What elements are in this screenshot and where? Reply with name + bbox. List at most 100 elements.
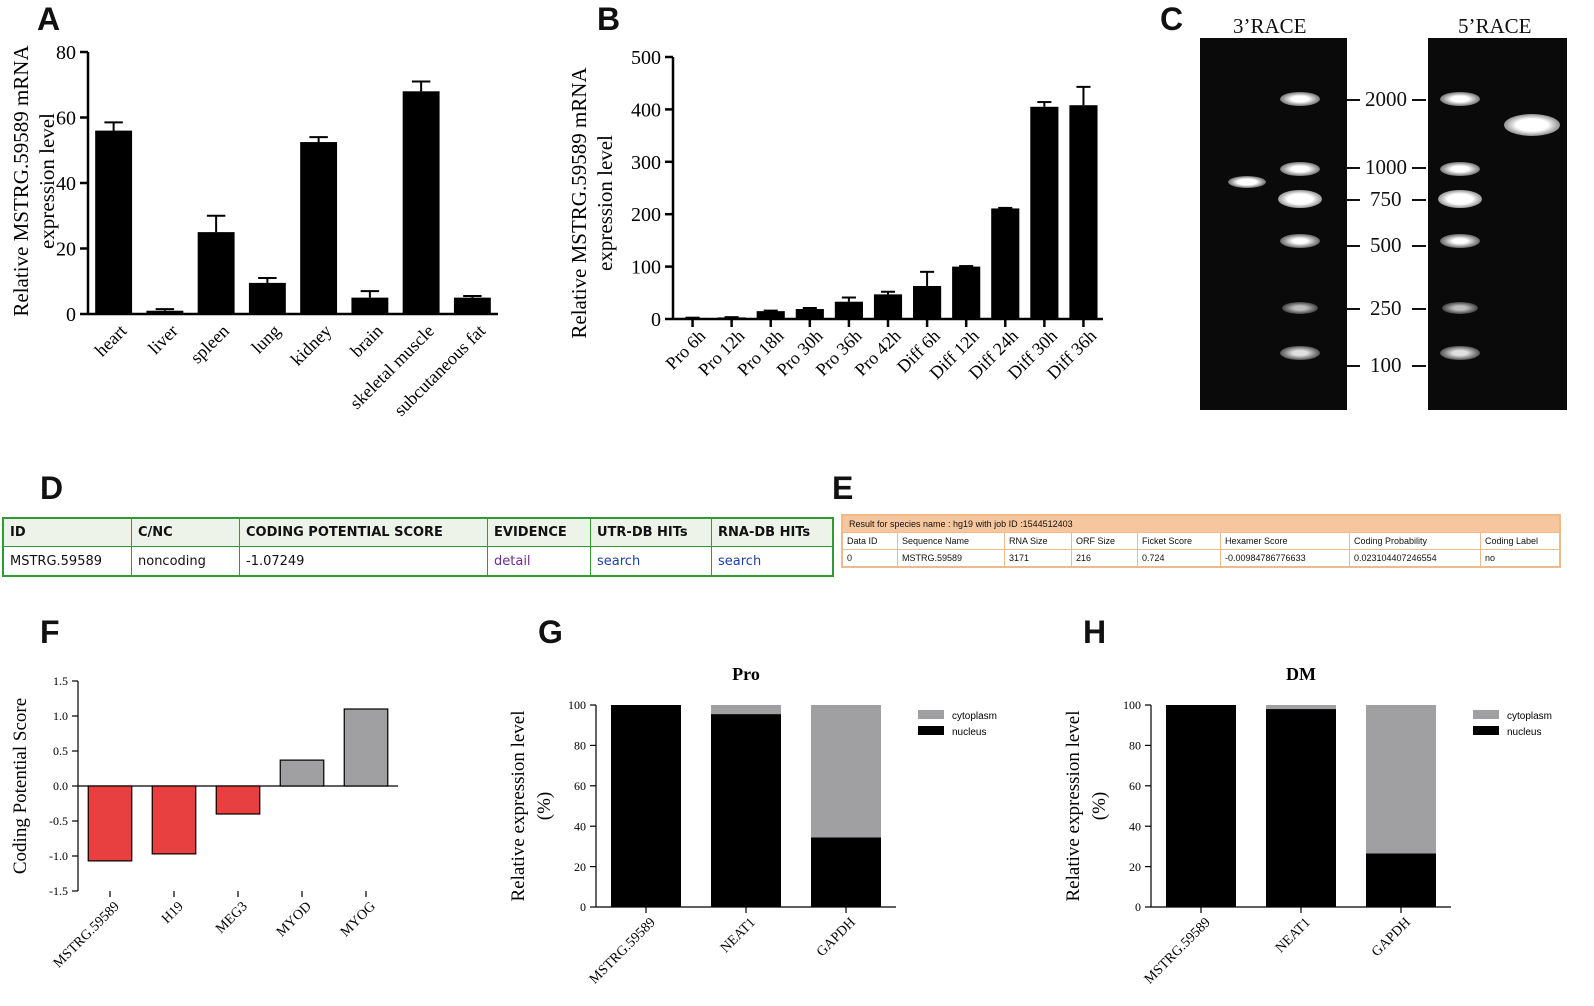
marker-label: 500 [1370, 233, 1402, 257]
chart-h-dm-localization: 0 20 40 60 80 100 Relative expression level (%)… [1063, 664, 1552, 987]
table-cell: 216 [1071, 549, 1138, 568]
x-tick-label: MYOD [274, 899, 315, 940]
bar-cytoplasm [811, 705, 881, 838]
cpat-result-table: Result for species name : hg19 with job … [841, 514, 1561, 568]
table-header: C/NC [131, 517, 240, 547]
y-tick-label: 20 [574, 860, 586, 874]
legend-label-cytoplasm: cytoplasm [952, 711, 997, 722]
bar-cytoplasm [711, 705, 781, 715]
gel-band [1228, 176, 1266, 188]
ladder-band [1442, 302, 1478, 314]
table-caption: Result for species name : hg19 with job … [841, 514, 1561, 533]
bar [215, 785, 261, 815]
y-tick-label: 0 [651, 309, 661, 331]
ladder-band [1280, 92, 1320, 106]
marker-label: 750 [1370, 187, 1402, 211]
ladder-band [1440, 162, 1480, 176]
bar [453, 297, 491, 314]
y-tick-label: 80 [1129, 739, 1141, 753]
ladder-band [1278, 190, 1322, 208]
bar [343, 708, 389, 787]
y-tick-label: 500 [631, 47, 661, 69]
x-tick-label: GAPDH [1369, 915, 1414, 960]
bar [197, 232, 235, 314]
marker-tick [1412, 167, 1426, 169]
bar-cytoplasm [1266, 705, 1336, 710]
chart-f-coding-potential: -1.5 -1.0 -0.5 0.0 0.5 1.0 1.5 Coding Potential… [10, 674, 398, 971]
table-row: MSTRG.59589 noncoding -1.07249 detail se… [2, 546, 834, 577]
y-tick-label: -0.5 [49, 814, 68, 828]
x-tick-label: GAPDH [814, 915, 859, 960]
bar [1069, 105, 1098, 319]
gel-band [1504, 114, 1560, 136]
y-tick-label: 80 [574, 739, 586, 753]
x-tick-label: MSTRG.59589 [587, 915, 659, 987]
y-tick-label: 0 [580, 900, 586, 914]
y-tick-label: 60 [56, 108, 76, 130]
bar [351, 297, 389, 314]
bar [300, 142, 338, 314]
y-axis-label: Relative MSTRG.59589 mRNA [9, 45, 33, 317]
table-header-row: ID C/NC CODING POTENTIAL SCORE EVIDENCE … [2, 517, 834, 547]
panel-label-h: H [1083, 614, 1107, 650]
bar [795, 309, 824, 319]
y-tick-label: 1.0 [53, 709, 68, 723]
bar [402, 91, 440, 314]
panel-label-f: F [40, 614, 60, 650]
table-header: RNA Size [1004, 532, 1072, 550]
x-tick-label: NEAT1 [718, 915, 759, 956]
bar-nucleus [1266, 709, 1336, 907]
y-tick-label: 100 [1123, 698, 1141, 712]
y-tick-label: 200 [631, 204, 661, 226]
table-cell: detail [487, 546, 591, 577]
y-axis-label: Coding Potential Score [10, 698, 31, 874]
x-tick-label: MEG3 [213, 899, 251, 937]
y-tick-label: 20 [1129, 860, 1141, 874]
x-tick-label: H19 [159, 899, 187, 927]
table-row: 0 MSTRG.59589 3171 216 0.724 -0.00984786… [841, 549, 1561, 568]
rna-search-link[interactable]: search [718, 553, 762, 569]
table-cell: search [711, 546, 834, 577]
table-cell: -1.07249 [239, 546, 488, 577]
table-header: RNA-DB HITs [711, 517, 834, 547]
bar [952, 266, 981, 319]
marker-tick [1346, 365, 1360, 367]
table-header: Coding Label [1480, 532, 1561, 550]
marker-tick [1346, 167, 1360, 169]
y-tick-label: 40 [574, 819, 586, 833]
ladder-band [1280, 346, 1320, 360]
x-tick-label: lung [247, 321, 284, 358]
ladder-band [1440, 234, 1480, 248]
legend-swatch-cytoplasm [1473, 710, 1499, 719]
ladder-band [1440, 92, 1480, 106]
panel-label-d: D [40, 470, 64, 506]
y-tick-label: 100 [568, 698, 586, 712]
x-tick-label: MSTRG.59589 [51, 899, 123, 971]
ladder-band [1282, 302, 1318, 314]
table-cell: -0.00984786776633 [1220, 549, 1350, 568]
utr-search-link[interactable]: search [597, 553, 641, 569]
table-header: Coding Probability [1349, 532, 1481, 550]
y-tick-label: 60 [574, 779, 586, 793]
ladder-band [1280, 162, 1320, 176]
y-axis-label: (%) [534, 792, 555, 820]
table-cell: no [1480, 549, 1561, 568]
y-tick-label: 300 [631, 152, 661, 174]
coding-potential-table: ID C/NC CODING POTENTIAL SCORE EVIDENCE … [2, 517, 834, 577]
y-axis-label: expression level [35, 113, 59, 249]
table-header: ORF Size [1071, 532, 1138, 550]
bar-cytoplasm [1366, 705, 1436, 854]
table-header: UTR-DB HITs [590, 517, 712, 547]
legend-label-nucleus: nucleus [1507, 727, 1541, 738]
bar [87, 785, 133, 862]
bar [146, 310, 184, 314]
y-tick-label: 0 [1135, 900, 1141, 914]
detail-link[interactable]: detail [494, 553, 531, 569]
y-tick-label: 400 [631, 99, 661, 121]
y-tick-label: 80 [56, 42, 76, 64]
table-header: ID [2, 517, 132, 547]
y-axis-label: (%) [1089, 792, 1110, 820]
y-axis-label: Relative expression level [1063, 711, 1084, 902]
table-cell: search [590, 546, 712, 577]
marker-tick [1412, 99, 1426, 101]
